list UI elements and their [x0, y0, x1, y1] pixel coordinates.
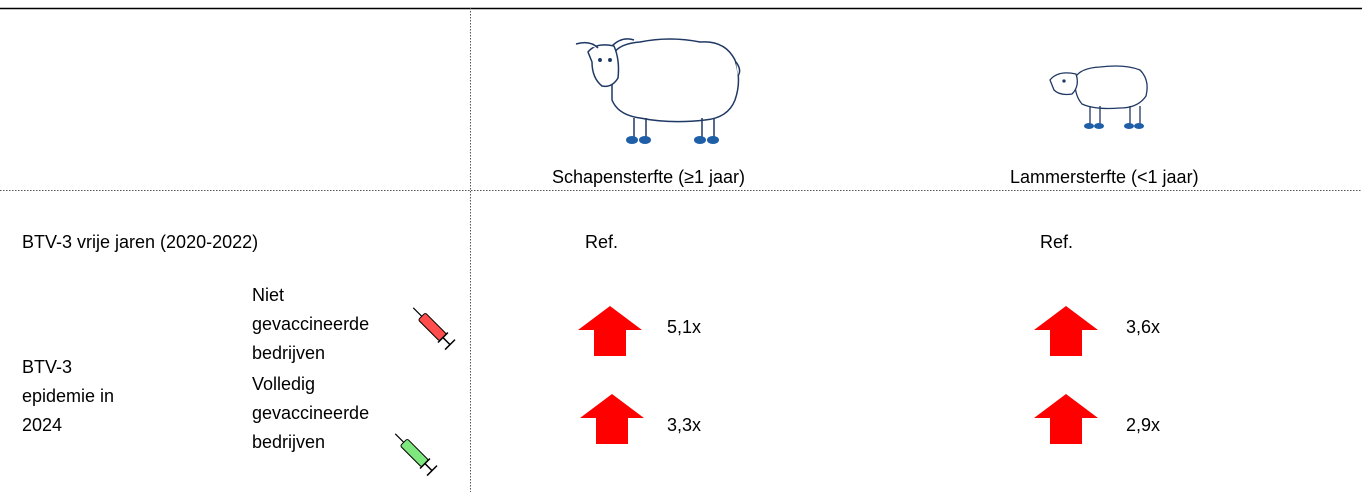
increase-arrow [580, 394, 644, 444]
increase-arrow [1034, 394, 1098, 444]
cell-value: 2,9x [1126, 411, 1160, 440]
sheep-icon [576, 39, 740, 144]
increase-arrow [1034, 306, 1098, 356]
cell-value: Ref. [1040, 228, 1073, 257]
column-header: Schapensterfte (≥1 jaar) [552, 163, 745, 192]
cell-value: 3,6x [1126, 313, 1160, 342]
row-label: Niet gevaccineerde bedrijven [252, 281, 370, 368]
cell-value: 3,3x [667, 411, 701, 440]
syringe-red-icon [408, 303, 455, 350]
page: Schapensterfte (≥1 jaar) Lammersterfte (… [0, 0, 1362, 492]
cell-value: 5,1x [667, 313, 701, 342]
syringe-green-icon [390, 429, 437, 476]
group-label: BTV-3 epidemie in 2024 [22, 353, 147, 440]
increase-arrow [578, 306, 642, 356]
cell-value: Ref. [585, 228, 618, 257]
row-label: Volledig gevaccineerde bedrijven [252, 370, 370, 457]
row-label: BTV-3 vrije jaren (2020-2022) [22, 228, 258, 257]
lamb-icon [1050, 66, 1147, 129]
column-header: Lammersterfte (<1 jaar) [1010, 163, 1199, 192]
